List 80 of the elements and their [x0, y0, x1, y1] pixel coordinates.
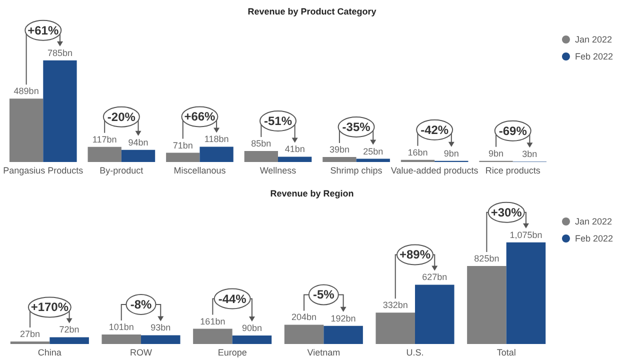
- legend-label: Jan 2022: [574, 34, 612, 44]
- data-label: 9bn: [444, 148, 459, 158]
- x-tick-label: China: [38, 348, 62, 358]
- data-label: 101bn: [108, 322, 134, 332]
- x-tick-label: Rice products: [485, 166, 541, 176]
- x-tick-label: Pangasius Products: [3, 166, 84, 176]
- data-label: 72bn: [59, 324, 80, 335]
- data-label: 117bn: [92, 134, 117, 144]
- chart-title: Revenue by Product Category: [248, 6, 376, 16]
- bar: [43, 60, 77, 162]
- data-label: 118bn: [204, 134, 229, 144]
- bar: [467, 266, 506, 344]
- x-tick-label: Miscellanous: [174, 166, 226, 176]
- bar: [166, 152, 200, 162]
- legend-label: Feb 2022: [574, 52, 613, 62]
- annotation: -5%: [312, 288, 335, 302]
- bar: [141, 335, 180, 344]
- annotation: +30%: [490, 205, 522, 220]
- annotation: +89%: [399, 248, 431, 262]
- bar: [415, 284, 454, 344]
- bar: [193, 328, 232, 344]
- annotation: +66%: [184, 110, 216, 124]
- legend-label: Feb 2022: [574, 234, 613, 244]
- bar: [121, 150, 156, 162]
- annotation: -8%: [130, 297, 152, 312]
- bar: [50, 337, 89, 344]
- bar: [278, 156, 312, 162]
- x-tick-label: U.S.: [406, 348, 424, 358]
- bar: [506, 242, 546, 344]
- data-label: 85bn: [251, 138, 272, 148]
- bar: [200, 146, 234, 162]
- bar: [284, 324, 324, 344]
- data-label: 93bn: [150, 322, 171, 333]
- bar: [102, 334, 141, 344]
- bar: [9, 98, 44, 162]
- annotation: -20%: [107, 110, 136, 124]
- data-label: 192bn: [330, 313, 356, 324]
- bar: [232, 335, 272, 344]
- x-tick-label: Total: [496, 348, 516, 358]
- legend-label: Jan 2022: [574, 216, 612, 226]
- data-label: 16bn: [408, 147, 428, 158]
- data-label: 94bn: [128, 137, 148, 148]
- data-label: 41bn: [284, 144, 305, 154]
- annotation: -42%: [420, 122, 449, 137]
- data-label: 1,075bn: [510, 230, 542, 240]
- data-label: 489bn: [14, 86, 39, 96]
- data-label: 161bn: [200, 316, 226, 326]
- data-label: 25bn: [363, 146, 384, 156]
- data-label: 204bn: [292, 312, 317, 322]
- data-label: 39bn: [329, 144, 350, 154]
- bar: [356, 158, 390, 162]
- data-label: 627bn: [422, 272, 448, 282]
- annotation: +170%: [30, 300, 69, 314]
- annotation: -44%: [218, 292, 247, 306]
- annotation: -69%: [498, 124, 528, 138]
- x-tick-label: Vietnam: [307, 348, 340, 358]
- x-tick-label: Value-added products: [390, 166, 479, 176]
- bar: [322, 156, 356, 162]
- bar: [324, 326, 363, 344]
- x-tick-label: Europe: [218, 348, 247, 358]
- bar: [244, 150, 278, 162]
- chart-title: Revenue by Region: [270, 188, 354, 198]
- data-label: 785bn: [47, 48, 72, 58]
- bar: [376, 312, 415, 344]
- data-label: 27bn: [20, 328, 40, 339]
- data-label: 90bn: [242, 322, 262, 333]
- data-label: 332bn: [382, 300, 408, 310]
- annotation: -35%: [342, 120, 371, 134]
- annotation: -51%: [264, 114, 292, 128]
- x-tick-label: Wellness: [260, 166, 297, 176]
- x-tick-label: ROW: [130, 348, 152, 358]
- bar: [10, 341, 50, 344]
- data-label: 71bn: [172, 140, 193, 150]
- annotation: +61%: [28, 23, 59, 38]
- x-tick-label: By-product: [100, 166, 144, 176]
- x-tick-label: Shrimp chips: [330, 166, 383, 176]
- data-label: 3bn: [522, 149, 538, 160]
- data-label: 825bn: [474, 254, 500, 264]
- data-label: 9bn: [488, 148, 504, 158]
- bar: [88, 146, 122, 162]
